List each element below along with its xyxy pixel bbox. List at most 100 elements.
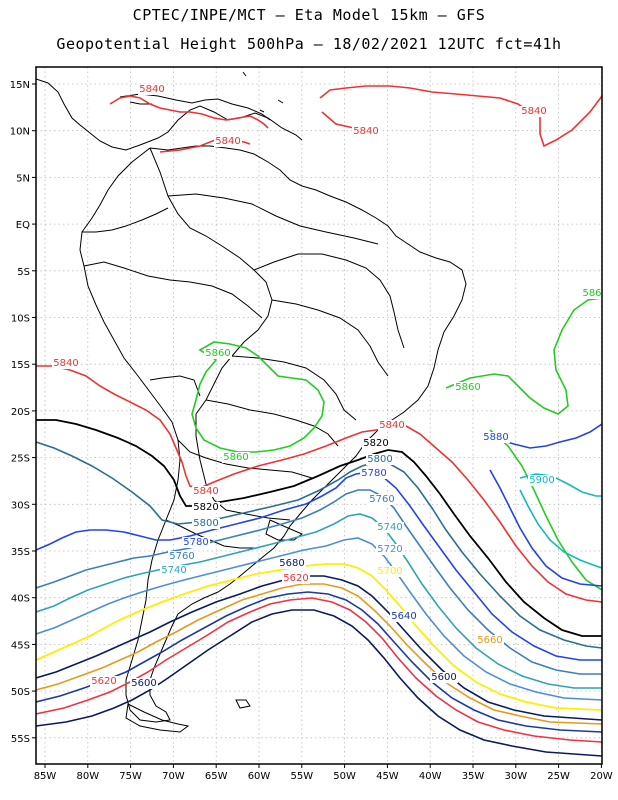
contour-label-bg (160, 565, 188, 576)
contour-label-586: 586 (582, 288, 601, 299)
contour-label-5840: 5840 (215, 136, 240, 147)
lat-label: 50S (11, 687, 30, 698)
lon-label: 50W (333, 771, 356, 782)
latitude-labels: 15N 10N 5N EQ 5S 10S 15S 20S 25S 30S 35S 40S 45S 50S 5… (10, 80, 36, 745)
lon-label: 70W (162, 771, 185, 782)
contour-label-bg (222, 452, 250, 463)
contour-label-5820: 5820 (193, 502, 218, 513)
lon-label: 45W (376, 771, 399, 782)
lat-label: 15N (10, 80, 30, 91)
contour-label-5760: 5760 (169, 551, 194, 562)
contour-label-bg (192, 518, 220, 529)
contour-5840-north4 (321, 111, 355, 129)
lat-label: 5S (17, 267, 30, 278)
contour-5760 (36, 489, 602, 675)
contour-label-5840: 5840 (53, 358, 78, 369)
contour-label-5900: 5900 (529, 475, 554, 486)
contour-5880b (489, 469, 602, 587)
contour-label-5780: 5780 (183, 537, 208, 548)
contour-label-5840: 5840 (379, 420, 404, 431)
lon-label: 85W (34, 771, 57, 782)
contour-5840-south (36, 365, 602, 603)
contour-label-bg (90, 676, 118, 687)
contour-5900 (519, 473, 602, 569)
contour-label-bg (282, 573, 310, 584)
contour-label-bg (528, 475, 556, 486)
contour-label-5740: 5740 (377, 522, 402, 533)
contour-label-bg (362, 438, 390, 449)
lon-label: 40W (419, 771, 442, 782)
lat-label: 45S (11, 640, 30, 651)
contour-label-5600: 5600 (131, 678, 156, 689)
lon-label: 25W (547, 771, 570, 782)
contour-label-bg (366, 454, 394, 465)
contour-label-bg (482, 432, 510, 443)
contour-label-5620: 5620 (91, 676, 116, 687)
contour-label-bg (476, 635, 504, 646)
contour-label-bg (368, 494, 396, 505)
contour-label-bg (130, 678, 158, 689)
contour-label-5880: 5880 (483, 432, 508, 443)
chart-title-line2: Geopotential Height 500hPa – 18/02/2021 … (56, 35, 562, 53)
contour-label-bg (352, 126, 380, 137)
contour-label-bg (182, 537, 210, 548)
contour-label-bg (204, 348, 232, 359)
lat-label: 40S (11, 594, 30, 605)
contour-label-5740: 5740 (161, 565, 186, 576)
contour-label-5840: 5840 (193, 486, 218, 497)
contour-label-5680: 5680 (279, 558, 304, 569)
lon-label: 60W (248, 771, 271, 782)
contour-label-bg (192, 502, 220, 513)
contour-label-bg (378, 420, 406, 431)
contour-label-5860: 5860 (455, 382, 480, 393)
contour-label-5640: 5640 (391, 611, 416, 622)
contour-lines (36, 85, 602, 757)
lat-label: 25S (11, 454, 30, 465)
contour-5700 (36, 563, 602, 711)
lat-label: 20S (11, 407, 30, 418)
contour-label-5860: 5860 (223, 452, 248, 463)
contour-label-bg (192, 486, 220, 497)
lat-label: 10N (10, 127, 30, 138)
contour-5800 (36, 441, 602, 649)
contour-label-5600: 5600 (431, 672, 456, 683)
contour-label-5800: 5800 (193, 518, 218, 529)
lat-label: 35S (11, 547, 30, 558)
contour-label-5620: 5620 (283, 573, 308, 584)
coastlines (36, 71, 467, 733)
map-frame (35, 66, 603, 765)
contour-5840-north (109, 95, 269, 129)
contour-5860-east2 (489, 429, 602, 591)
contour-label-bg (520, 106, 548, 117)
contour-label-5700: 5700 (377, 566, 402, 577)
contour-label-bg (376, 566, 404, 577)
lon-label: 65W (205, 771, 228, 782)
contour-label-5820: 5820 (363, 438, 388, 449)
lon-label: 30W (504, 771, 527, 782)
lat-label: 55S (11, 734, 30, 745)
lon-label: 20W (590, 771, 613, 782)
contour-labels: 5840 5840 5840 5840 5840 5840 5840 5860 5860 5860… (52, 84, 602, 689)
contour-5600 (36, 609, 602, 757)
contour-5860-east (445, 297, 602, 415)
lon-label: 55W (290, 771, 313, 782)
lon-label: 75W (119, 771, 142, 782)
lon-label: 35W (462, 771, 485, 782)
contour-label-5780: 5780 (361, 468, 386, 479)
contour-label-5840: 5840 (353, 126, 378, 137)
contour-5740 (36, 513, 602, 689)
lat-label: 15S (11, 360, 30, 371)
contour-label-5800: 5800 (367, 454, 392, 465)
contour-5820 (36, 419, 602, 637)
contour-label-bg (376, 544, 404, 555)
contour-label-bg (214, 136, 242, 147)
contour-label-bg (430, 672, 458, 683)
contour-5720 (36, 537, 602, 701)
contour-label-bg (454, 382, 482, 393)
contour-label-5860: 5860 (205, 348, 230, 359)
contour-label-5660: 5660 (477, 635, 502, 646)
contour-label-bg (138, 84, 166, 95)
contour-5660 (36, 583, 602, 725)
lon-label: 80W (76, 771, 99, 782)
contour-label-bg (578, 288, 602, 299)
